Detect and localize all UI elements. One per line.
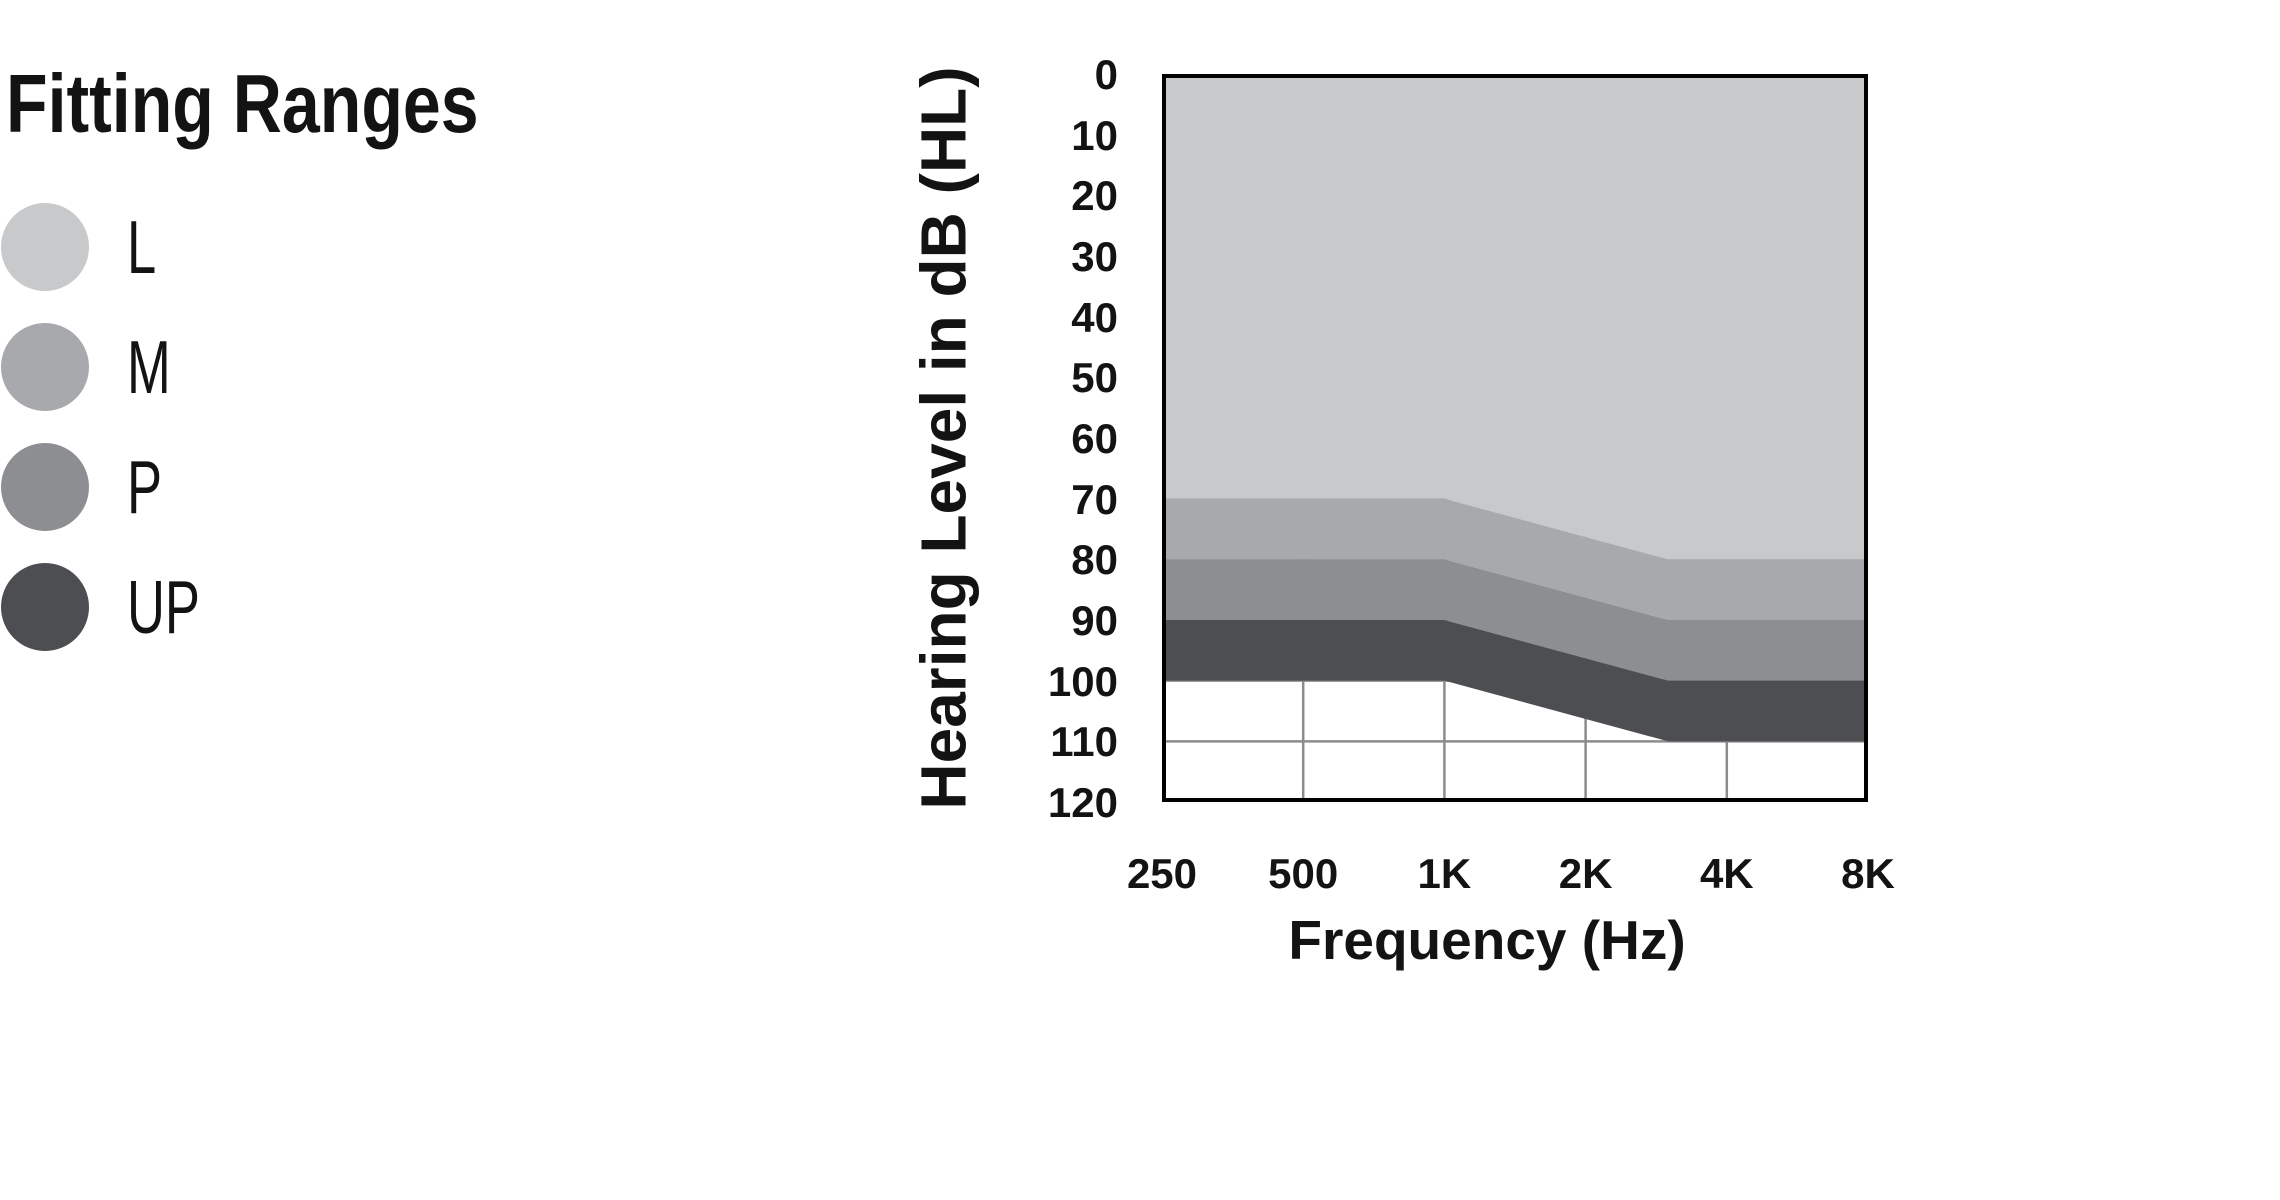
band-UP bbox=[1162, 620, 1868, 742]
y-tick-label-50: 50 bbox=[1071, 354, 1118, 402]
legend-item-UP: UP bbox=[1, 563, 231, 651]
legend-label-text-UP: UP bbox=[127, 564, 200, 649]
x-tick-label-500: 500 bbox=[1268, 850, 1339, 897]
legend-swatch-UP bbox=[1, 563, 89, 651]
y-tick-label-40: 40 bbox=[1071, 293, 1118, 341]
x-tick-label-250: 250 bbox=[1126, 850, 1198, 897]
legend-swatch-L bbox=[1, 203, 89, 291]
legend-item-L: L bbox=[1, 203, 169, 291]
x-tick-label-4K: 4K bbox=[1699, 850, 1754, 897]
legend-swatch-M bbox=[1, 323, 89, 411]
legend-label-text-M: M bbox=[127, 324, 171, 409]
y-tick-label-70: 70 bbox=[1071, 475, 1118, 523]
y-tick-label-0: 0 bbox=[1094, 51, 1118, 98]
y-tick-label-80: 80 bbox=[1071, 536, 1118, 584]
y-tick-label-10: 10 bbox=[1071, 111, 1118, 159]
legend-item-M: M bbox=[1, 323, 189, 411]
legend-item-P: P bbox=[1, 443, 177, 531]
band-M bbox=[1162, 498, 1868, 620]
legend-label-P: P bbox=[127, 444, 177, 529]
x-axis-label: Frequency (Hz) bbox=[1187, 913, 1787, 968]
plot-area bbox=[1162, 74, 1868, 802]
y-axis-label-text: Hearing Level in dB (HL) bbox=[908, 66, 980, 810]
x-axis-label-text: Frequency (Hz) bbox=[1288, 909, 1686, 971]
legend-label-text-P: P bbox=[127, 444, 163, 529]
band-P bbox=[1162, 559, 1868, 681]
legend-label-L: L bbox=[127, 204, 169, 289]
x-tick-label-1K: 1K bbox=[1417, 850, 1472, 897]
figure-title-text: Fitting Ranges bbox=[6, 57, 479, 150]
x-tick-label-2K: 2K bbox=[1558, 850, 1613, 897]
y-tick-label-30: 30 bbox=[1071, 233, 1118, 280]
y-tick-label-90: 90 bbox=[1071, 597, 1118, 644]
legend-label-UP: UP bbox=[127, 564, 231, 649]
band-L bbox=[1162, 74, 1868, 560]
y-tick-label-20: 20 bbox=[1071, 172, 1118, 220]
x-tick-label-8K: 8K bbox=[1841, 850, 1895, 897]
y-tick-label-120: 120 bbox=[1047, 779, 1118, 826]
legend-label-M: M bbox=[127, 324, 189, 409]
y-tick-label-100: 100 bbox=[1047, 657, 1118, 705]
legend-label-text-L: L bbox=[127, 204, 157, 289]
plot-border bbox=[1162, 74, 1868, 802]
y-tick-label-110: 110 bbox=[1050, 718, 1118, 766]
figure-title: Fitting Ranges bbox=[6, 62, 582, 145]
legend-swatch-P bbox=[1, 443, 89, 531]
y-tick-label-60: 60 bbox=[1071, 415, 1118, 462]
